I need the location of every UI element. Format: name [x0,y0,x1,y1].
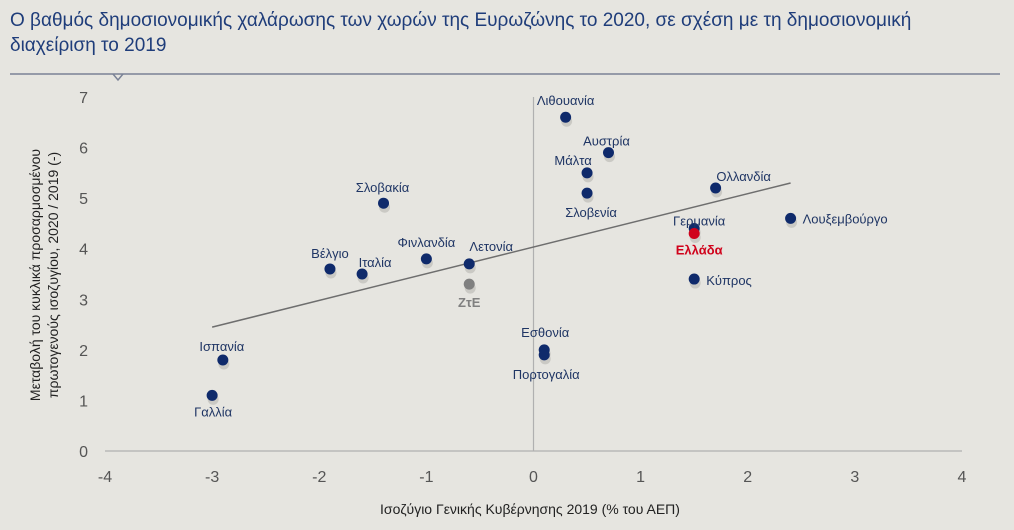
y-tick-label: 1 [79,393,88,410]
data-point [420,253,432,265]
y-tick-label: 3 [79,292,88,309]
data-point [581,187,593,199]
data-point [581,167,593,179]
data-point [688,228,700,240]
x-tick-label: -3 [205,469,219,486]
point-label: Γαλλία [194,404,233,419]
data-point [785,212,797,224]
data-point [602,147,614,159]
y-axis-label-line2: πρωτογενούς ισοζυγίου, 2020 / 2019 (-) [45,152,61,398]
point-label: Ισπανία [199,339,244,354]
data-point [206,389,218,401]
x-tick-label: 1 [636,469,645,486]
point-label: Γερμανία [673,213,726,228]
y-tick-label: 5 [79,191,88,208]
point-label: Βέλγιο [311,246,349,261]
x-tick-label: -2 [312,469,326,486]
x-axis-label: Ισοζύγιο Γενικής Κυβέρνησης 2019 (% του … [380,501,680,517]
point-label: Λουξεμβούργο [803,211,888,226]
divider-notch-icon [112,73,124,82]
point-label: Σλοβακία [356,180,410,195]
y-tick-label: 6 [79,141,88,158]
x-tick-label: 2 [743,469,752,486]
point-label: ΖτΕ [458,295,481,310]
point-label: Ελλάδα [676,243,723,258]
chart-title: Ο βαθμός δημοσιονομικής χαλάρωσης των χω… [10,10,912,56]
data-point [688,273,700,285]
y-axis-label-line1: Μεταβολή του κυκλικά προσαρμοσμένου [27,149,43,401]
point-label: Πορτογαλία [513,367,580,382]
trend-line [211,182,791,328]
data-point [356,268,368,280]
x-tick-label: 4 [958,469,967,486]
data-point [710,182,722,194]
x-tick-label: -4 [98,469,112,486]
y-tick-label: 2 [79,343,88,360]
data-point [560,111,572,123]
data-point [378,197,390,209]
x-tick-label: -1 [419,469,433,486]
data-point [463,278,475,290]
point-label: Κύπρος [706,273,752,288]
data-point [463,258,475,270]
data-point [217,354,229,366]
x-tick-label: 3 [850,469,859,486]
point-label: Μάλτα [554,153,592,168]
point-label: Ιταλία [359,255,392,270]
data-point [538,349,550,361]
data-point [324,263,336,275]
point-label: Σλοβενία [565,205,617,220]
point-label: Αυστρία [583,134,630,149]
x-tick-label: 0 [529,469,538,486]
point-label: Λετονία [469,239,513,254]
point-label: Φινλανδία [398,235,456,250]
point-label: Ολλανδία [716,169,771,184]
point-label: Εσθονία [521,325,570,340]
y-tick-label: 7 [79,90,88,107]
y-tick-label: 0 [79,444,88,461]
point-label: Λιθουανία [537,93,595,108]
y-tick-label: 4 [79,242,88,259]
